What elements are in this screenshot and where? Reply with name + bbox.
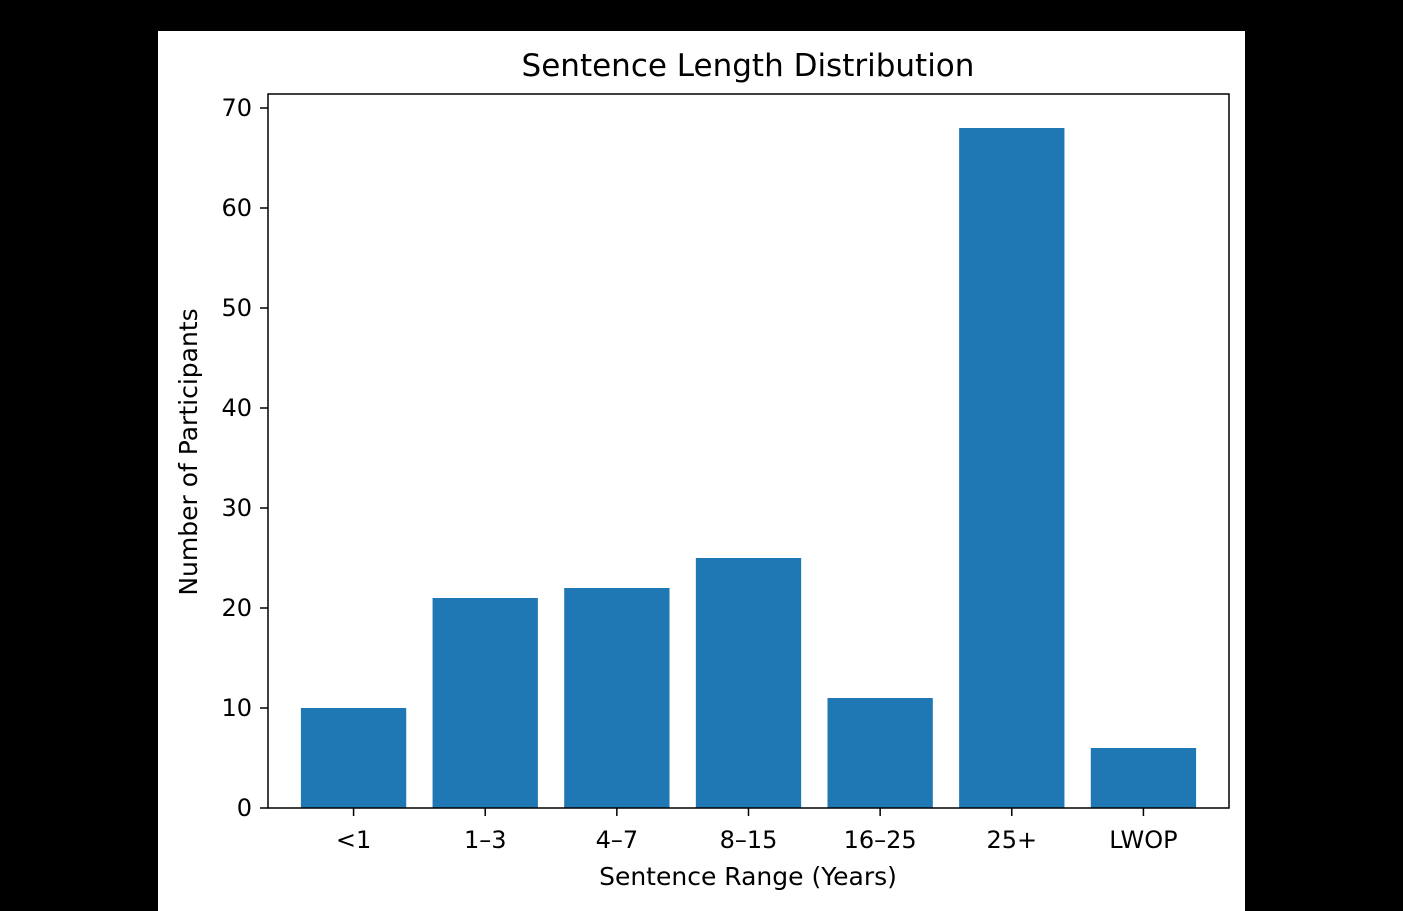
y-tick-label: 60	[221, 194, 252, 222]
x-tick-label: 8–15	[720, 826, 778, 854]
y-axis-ticks: 0 10 20 30 40 50 60 70	[221, 94, 268, 822]
x-tick-label: 4–7	[596, 826, 639, 854]
x-axis-ticks: <1 1–3 4–7 8–15 16–25 25+ LWOP	[336, 808, 1178, 854]
y-tick-label: 10	[221, 694, 252, 722]
x-tick-label: 16–25	[844, 826, 917, 854]
bar	[564, 588, 670, 808]
y-tick-label: 20	[221, 594, 252, 622]
y-tick-label: 50	[221, 294, 252, 322]
bar	[432, 598, 538, 808]
bar	[959, 128, 1065, 808]
x-tick-label: LWOP	[1109, 826, 1177, 854]
y-tick-label: 0	[237, 794, 252, 822]
x-tick-label: 1–3	[464, 826, 507, 854]
y-tick-label: 30	[221, 494, 252, 522]
bar-series	[300, 128, 1197, 808]
bar	[827, 698, 933, 808]
y-axis-label: Number of Participants	[174, 308, 203, 595]
x-tick-label: 25+	[986, 826, 1037, 854]
x-tick-label: <1	[336, 826, 371, 854]
y-tick-label: 40	[221, 394, 252, 422]
bar	[1090, 748, 1197, 808]
x-axis-label: Sentence Range (Years)	[599, 862, 897, 891]
y-tick-label: 70	[221, 94, 252, 122]
chart-title: Sentence Length Distribution	[522, 48, 975, 84]
bar	[300, 708, 407, 808]
bar	[695, 558, 802, 808]
